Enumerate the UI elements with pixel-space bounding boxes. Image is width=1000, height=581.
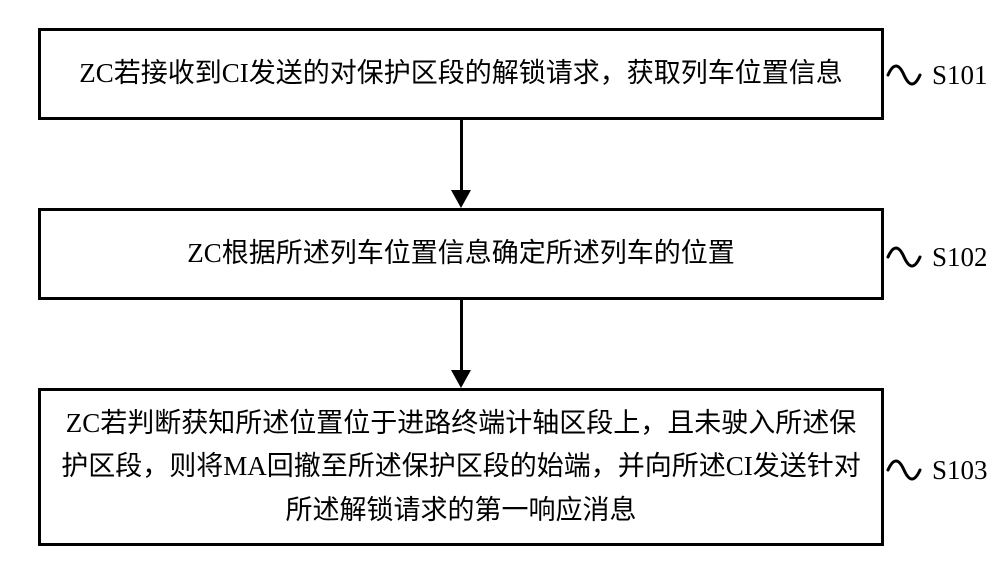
flow-step-text: ZC若判断获知所述位置位于进路终端计轴区段上，且未驶入所述保护区段，则将MA回撤… <box>61 402 861 532</box>
arrow-line <box>460 120 463 192</box>
step-label-s102: S102 <box>932 242 988 273</box>
flow-step-s103: ZC若判断获知所述位置位于进路终端计轴区段上，且未驶入所述保护区段，则将MA回撤… <box>38 388 884 546</box>
connector-squiggle <box>884 237 924 277</box>
flow-step-s102: ZC根据所述列车位置信息确定所述列车的位置 <box>38 208 884 300</box>
arrow-head-icon <box>451 190 471 208</box>
arrow-line <box>460 300 463 372</box>
step-label-s101: S101 <box>932 60 988 91</box>
connector-squiggle <box>884 450 924 490</box>
connector-squiggle <box>884 55 924 95</box>
flowchart-canvas: ZC若接收到CI发送的对保护区段的解锁请求，获取列车位置信息 S101 ZC根据所述… <box>0 0 1000 581</box>
flow-step-s101: ZC若接收到CI发送的对保护区段的解锁请求，获取列车位置信息 <box>38 28 884 120</box>
step-label-s103: S103 <box>932 455 988 486</box>
arrow-head-icon <box>451 370 471 388</box>
flow-step-text: ZC若接收到CI发送的对保护区段的解锁请求，获取列车位置信息 <box>61 52 861 95</box>
flow-step-text: ZC根据所述列车位置信息确定所述列车的位置 <box>61 232 861 275</box>
